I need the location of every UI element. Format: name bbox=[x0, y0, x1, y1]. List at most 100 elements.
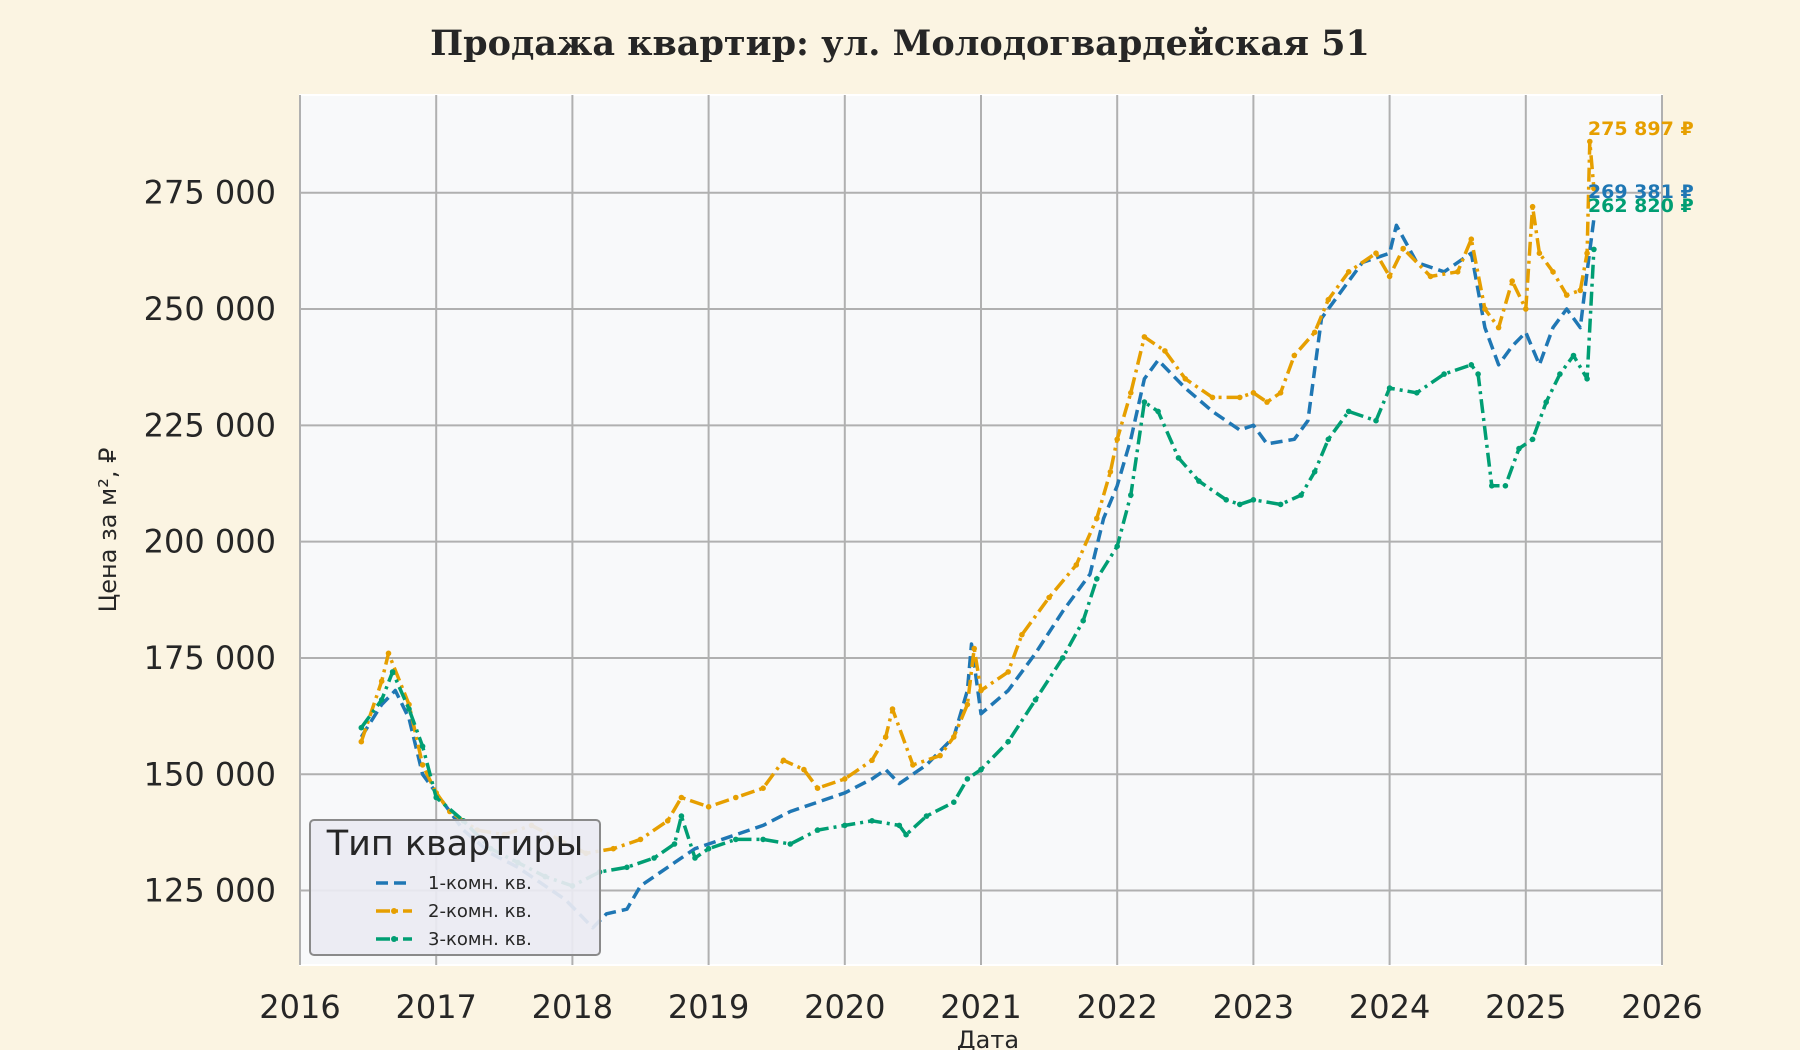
data-point bbox=[937, 752, 943, 759]
data-point bbox=[610, 845, 617, 852]
data-point bbox=[1162, 348, 1168, 354]
x-tick-label: 2017 bbox=[395, 988, 476, 1026]
grid bbox=[299, 95, 1663, 965]
data-point bbox=[1489, 483, 1495, 489]
data-point bbox=[1523, 306, 1529, 312]
data-point bbox=[923, 813, 930, 819]
data-point bbox=[1141, 399, 1148, 405]
x-tick-label: 2021 bbox=[940, 988, 1021, 1026]
data-point bbox=[1107, 469, 1114, 475]
data-point bbox=[406, 706, 412, 712]
data-point bbox=[1502, 483, 1509, 489]
data-point bbox=[971, 645, 977, 652]
legend-title: Тип квартиры bbox=[326, 824, 584, 864]
data-point bbox=[378, 697, 385, 703]
data-point bbox=[951, 734, 957, 740]
data-point bbox=[1237, 501, 1243, 508]
data-point bbox=[1584, 376, 1590, 382]
data-point bbox=[842, 822, 848, 829]
data-point bbox=[1584, 250, 1590, 256]
data-point bbox=[1073, 562, 1080, 568]
data-point bbox=[1311, 329, 1318, 336]
data-point bbox=[1373, 250, 1379, 256]
data-point bbox=[978, 687, 984, 694]
y-tick-label: 250 000 bbox=[144, 290, 276, 328]
data-point bbox=[801, 766, 807, 773]
data-point bbox=[1509, 278, 1515, 284]
data-point bbox=[1196, 478, 1202, 484]
data-point bbox=[1468, 362, 1475, 368]
data-point bbox=[1577, 287, 1584, 294]
data-point bbox=[1046, 594, 1052, 601]
data-point bbox=[678, 794, 685, 801]
data-point bbox=[651, 855, 657, 861]
data-point bbox=[1250, 390, 1257, 396]
data-point bbox=[1475, 371, 1481, 377]
data-point bbox=[1529, 203, 1536, 210]
series-line-2 bbox=[359, 139, 1596, 856]
end-label: 275 897 ₽ bbox=[1588, 118, 1694, 140]
x-tick-label: 2023 bbox=[1213, 988, 1294, 1026]
y-axis-label: Цена за м², ₽ bbox=[94, 448, 122, 613]
data-point bbox=[1550, 269, 1556, 275]
data-point bbox=[1175, 455, 1182, 461]
data-point bbox=[1182, 376, 1189, 382]
data-point bbox=[1277, 501, 1284, 508]
x-tick-label: 2020 bbox=[804, 988, 885, 1026]
data-point bbox=[705, 804, 712, 810]
data-point bbox=[1005, 738, 1011, 745]
y-tick-label: 275 000 bbox=[144, 174, 276, 212]
data-point bbox=[1495, 324, 1502, 331]
data-point bbox=[419, 762, 426, 768]
data-point bbox=[1325, 296, 1332, 303]
data-point bbox=[1298, 492, 1304, 498]
data-point bbox=[978, 766, 984, 773]
data-point bbox=[705, 845, 712, 852]
data-point bbox=[385, 650, 392, 657]
data-point bbox=[1291, 352, 1298, 359]
end-label: 262 820 ₽ bbox=[1588, 195, 1694, 217]
data-point bbox=[1482, 306, 1488, 312]
y-tick-label: 175 000 bbox=[144, 639, 276, 677]
data-point bbox=[1587, 138, 1593, 145]
data-point bbox=[760, 785, 766, 791]
data-point bbox=[1223, 497, 1229, 503]
data-point bbox=[389, 669, 396, 675]
data-point bbox=[1557, 371, 1563, 377]
data-point bbox=[964, 701, 971, 708]
data-point bbox=[1032, 697, 1039, 703]
data-point bbox=[1080, 617, 1086, 624]
x-tick-label: 2016 bbox=[259, 988, 340, 1026]
data-point bbox=[1345, 408, 1352, 415]
data-point bbox=[1128, 390, 1134, 396]
data-point bbox=[1345, 269, 1352, 275]
legend-label: 2-комн. кв. bbox=[428, 901, 532, 922]
data-point bbox=[1529, 436, 1536, 443]
data-point bbox=[1400, 245, 1406, 252]
data-point bbox=[664, 818, 671, 824]
legend-box bbox=[309, 819, 601, 956]
x-tick-label: 2024 bbox=[1349, 988, 1430, 1026]
data-point bbox=[1570, 352, 1577, 359]
data-point bbox=[1059, 655, 1066, 661]
series-line-1 bbox=[359, 218, 1596, 930]
legend: Тип квартиры 1-комн. кв. 2-комн. кв. 3-ком… bbox=[309, 819, 601, 956]
data-point bbox=[1311, 469, 1318, 475]
data-point bbox=[1454, 269, 1461, 275]
data-point bbox=[1591, 185, 1597, 192]
data-point bbox=[964, 776, 971, 782]
data-point bbox=[814, 827, 821, 833]
data-point bbox=[433, 794, 440, 801]
data-point bbox=[1005, 669, 1011, 675]
data-point bbox=[637, 836, 644, 843]
data-point bbox=[814, 785, 821, 791]
data-point bbox=[1019, 631, 1025, 638]
data-point bbox=[678, 813, 685, 819]
data-point bbox=[869, 818, 875, 824]
y-axis: 125 000 150 000 175 000 200 000 225 000 250 0… bbox=[144, 174, 276, 910]
y-tick-label: 150 000 bbox=[144, 755, 276, 793]
data-point bbox=[358, 724, 365, 731]
data-point bbox=[1094, 515, 1100, 522]
data-point bbox=[869, 757, 875, 764]
